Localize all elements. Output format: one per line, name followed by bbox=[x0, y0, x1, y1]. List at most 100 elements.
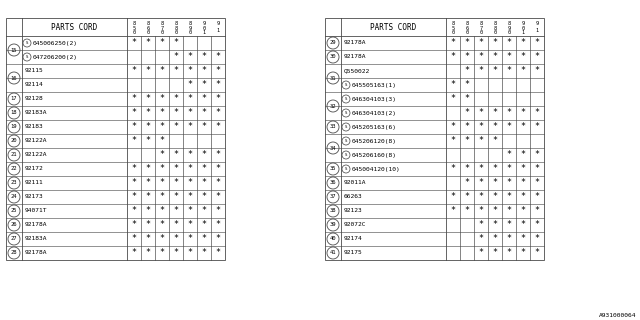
Text: *: * bbox=[451, 94, 456, 103]
Text: 92011A: 92011A bbox=[344, 180, 367, 186]
Text: *: * bbox=[131, 206, 136, 215]
Text: *: * bbox=[216, 150, 221, 159]
Text: *: * bbox=[131, 108, 136, 117]
Text: *: * bbox=[131, 249, 136, 258]
Text: *: * bbox=[493, 206, 497, 215]
Text: 9: 9 bbox=[216, 21, 220, 26]
Text: *: * bbox=[451, 164, 456, 173]
Text: *: * bbox=[202, 67, 207, 76]
Text: *: * bbox=[493, 38, 497, 47]
Text: *: * bbox=[506, 150, 511, 159]
Text: 40: 40 bbox=[330, 236, 336, 242]
Text: *: * bbox=[131, 94, 136, 103]
Text: 8: 8 bbox=[508, 21, 511, 26]
Text: *: * bbox=[479, 52, 483, 61]
Text: 8: 8 bbox=[188, 21, 191, 26]
Text: *: * bbox=[506, 220, 511, 229]
Text: *: * bbox=[479, 67, 483, 76]
Text: *: * bbox=[493, 108, 497, 117]
Text: *: * bbox=[465, 123, 470, 132]
Text: 046304103(3): 046304103(3) bbox=[352, 97, 397, 101]
Text: *: * bbox=[216, 206, 221, 215]
Text: *: * bbox=[534, 108, 540, 117]
Text: 17: 17 bbox=[11, 97, 17, 101]
Text: S: S bbox=[345, 153, 348, 157]
Text: 92183A: 92183A bbox=[25, 236, 47, 242]
Text: *: * bbox=[159, 164, 164, 173]
Text: *: * bbox=[465, 193, 470, 202]
Text: *: * bbox=[534, 193, 540, 202]
Text: 1: 1 bbox=[202, 30, 205, 35]
Text: 92183: 92183 bbox=[25, 124, 44, 130]
Text: *: * bbox=[173, 52, 179, 61]
Text: *: * bbox=[506, 179, 511, 188]
Text: S: S bbox=[345, 139, 348, 143]
Text: 29: 29 bbox=[330, 41, 336, 45]
Text: *: * bbox=[493, 249, 497, 258]
Text: *: * bbox=[534, 38, 540, 47]
Text: 0: 0 bbox=[147, 30, 150, 35]
Text: S: S bbox=[26, 55, 28, 59]
Text: 34: 34 bbox=[330, 146, 336, 150]
Text: 92122A: 92122A bbox=[25, 139, 47, 143]
Text: *: * bbox=[493, 220, 497, 229]
Text: 0: 0 bbox=[451, 30, 454, 35]
Text: 0: 0 bbox=[465, 30, 468, 35]
Text: 9: 9 bbox=[508, 26, 511, 31]
Text: *: * bbox=[465, 206, 470, 215]
Text: *: * bbox=[479, 164, 483, 173]
Text: 92178A: 92178A bbox=[344, 54, 367, 60]
Text: S: S bbox=[345, 167, 348, 171]
Text: *: * bbox=[173, 235, 179, 244]
Text: *: * bbox=[520, 235, 525, 244]
Text: *: * bbox=[131, 235, 136, 244]
Text: *: * bbox=[451, 193, 456, 202]
Text: *: * bbox=[520, 206, 525, 215]
Text: *: * bbox=[465, 94, 470, 103]
Text: *: * bbox=[506, 52, 511, 61]
Text: *: * bbox=[188, 81, 193, 90]
Text: *: * bbox=[520, 249, 525, 258]
Text: *: * bbox=[479, 108, 483, 117]
Text: *: * bbox=[479, 220, 483, 229]
Text: *: * bbox=[479, 137, 483, 146]
Text: *: * bbox=[216, 179, 221, 188]
Text: *: * bbox=[159, 123, 164, 132]
Text: *: * bbox=[534, 164, 540, 173]
Text: *: * bbox=[159, 150, 164, 159]
Text: PARTS CORD: PARTS CORD bbox=[51, 22, 98, 31]
Text: *: * bbox=[216, 235, 221, 244]
Text: *: * bbox=[506, 164, 511, 173]
Text: *: * bbox=[131, 67, 136, 76]
Text: *: * bbox=[465, 179, 470, 188]
Text: S: S bbox=[345, 125, 348, 129]
Text: *: * bbox=[216, 108, 221, 117]
Text: *: * bbox=[188, 52, 193, 61]
Text: *: * bbox=[506, 193, 511, 202]
Text: *: * bbox=[145, 123, 150, 132]
Text: *: * bbox=[493, 164, 497, 173]
Text: 35: 35 bbox=[330, 166, 336, 172]
Text: *: * bbox=[520, 164, 525, 173]
Text: *: * bbox=[493, 179, 497, 188]
Text: 0: 0 bbox=[479, 30, 483, 35]
Text: *: * bbox=[202, 123, 207, 132]
Text: *: * bbox=[534, 67, 540, 76]
Text: *: * bbox=[534, 150, 540, 159]
Text: *: * bbox=[202, 235, 207, 244]
Text: 92072C: 92072C bbox=[344, 222, 367, 228]
Text: 92128: 92128 bbox=[25, 97, 44, 101]
Text: *: * bbox=[188, 206, 193, 215]
Text: 39: 39 bbox=[330, 222, 336, 228]
Text: *: * bbox=[465, 137, 470, 146]
Text: 8: 8 bbox=[175, 26, 177, 31]
Text: *: * bbox=[451, 206, 456, 215]
Text: 1: 1 bbox=[216, 28, 220, 33]
Text: *: * bbox=[520, 108, 525, 117]
Text: 92122A: 92122A bbox=[25, 153, 47, 157]
Text: 7: 7 bbox=[161, 26, 164, 31]
Text: 92172: 92172 bbox=[25, 166, 44, 172]
Text: 9: 9 bbox=[188, 26, 191, 31]
Text: 25: 25 bbox=[11, 209, 17, 213]
Text: *: * bbox=[131, 123, 136, 132]
